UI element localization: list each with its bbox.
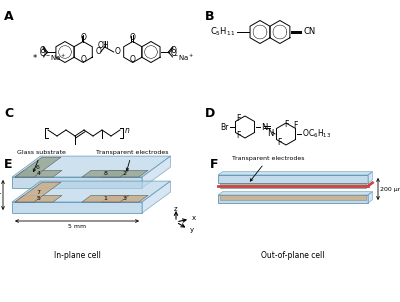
Text: 200 μm: 200 μm: [0, 183, 2, 207]
Polygon shape: [101, 170, 148, 177]
Text: In-plane cell: In-plane cell: [54, 250, 100, 259]
Polygon shape: [218, 175, 368, 183]
Text: A: A: [4, 10, 14, 23]
Polygon shape: [220, 183, 366, 188]
Text: 2: 2: [122, 171, 126, 176]
Text: O: O: [170, 49, 176, 58]
Text: Out-of-plane cell: Out-of-plane cell: [261, 250, 325, 259]
Text: 8: 8: [104, 171, 108, 176]
Text: D: D: [205, 107, 215, 120]
Text: O: O: [130, 33, 136, 41]
Polygon shape: [15, 157, 61, 177]
Text: 6: 6: [36, 165, 40, 170]
Text: x: x: [192, 215, 196, 221]
Text: Glass substrate: Glass substrate: [17, 150, 66, 172]
Polygon shape: [82, 170, 129, 177]
Text: CN: CN: [304, 27, 316, 37]
Polygon shape: [101, 195, 148, 202]
Polygon shape: [12, 177, 142, 188]
Text: n: n: [125, 126, 130, 135]
Text: 4: 4: [36, 171, 40, 176]
Text: Transparent electrodes: Transparent electrodes: [96, 150, 168, 171]
Text: C: C: [4, 107, 13, 120]
Text: O: O: [115, 47, 120, 56]
Polygon shape: [218, 172, 372, 175]
Polygon shape: [142, 181, 170, 213]
Text: O: O: [40, 46, 46, 55]
Polygon shape: [15, 182, 61, 202]
Polygon shape: [12, 181, 170, 202]
Text: OC$_6$H$_{13}$: OC$_6$H$_{13}$: [302, 128, 331, 140]
Text: Br: Br: [221, 123, 229, 131]
Text: 5: 5: [36, 196, 40, 201]
Text: z: z: [174, 206, 178, 212]
Text: 3: 3: [122, 196, 126, 201]
Text: O: O: [170, 46, 176, 55]
Text: F: F: [236, 130, 241, 140]
Text: F: F: [210, 158, 218, 171]
Text: F: F: [284, 120, 288, 129]
Text: O: O: [130, 54, 136, 63]
Text: E: E: [4, 158, 12, 171]
Text: Transparent electrodes: Transparent electrodes: [232, 156, 304, 181]
Text: 7: 7: [36, 190, 40, 194]
Text: C$_5$H$_{11}$: C$_5$H$_{11}$: [210, 26, 236, 38]
Text: B: B: [205, 10, 214, 23]
Text: N: N: [267, 128, 273, 137]
Polygon shape: [218, 192, 372, 195]
Text: $^-$Na$^+$: $^-$Na$^+$: [44, 53, 66, 63]
Text: y: y: [190, 227, 194, 233]
Text: $^-$Na$^+$: $^-$Na$^+$: [172, 53, 195, 63]
Polygon shape: [142, 156, 170, 188]
Polygon shape: [82, 195, 129, 202]
Text: 5 mm: 5 mm: [68, 224, 86, 229]
Text: O: O: [40, 49, 46, 58]
Text: *: *: [32, 53, 36, 63]
Polygon shape: [15, 170, 62, 177]
Text: F: F: [294, 121, 298, 130]
Polygon shape: [15, 195, 62, 202]
Polygon shape: [218, 195, 368, 203]
Text: F: F: [236, 114, 241, 124]
Text: OH: OH: [98, 41, 110, 50]
Text: O: O: [96, 47, 102, 56]
Polygon shape: [368, 192, 372, 203]
Polygon shape: [12, 156, 170, 177]
Text: F: F: [277, 137, 282, 146]
Polygon shape: [368, 172, 372, 183]
Text: O: O: [80, 33, 86, 41]
Text: 200 μm: 200 μm: [380, 187, 400, 191]
Polygon shape: [12, 202, 142, 213]
Polygon shape: [220, 195, 366, 200]
Text: O: O: [80, 54, 86, 63]
Text: N: N: [261, 123, 267, 131]
Text: 1: 1: [104, 196, 108, 201]
